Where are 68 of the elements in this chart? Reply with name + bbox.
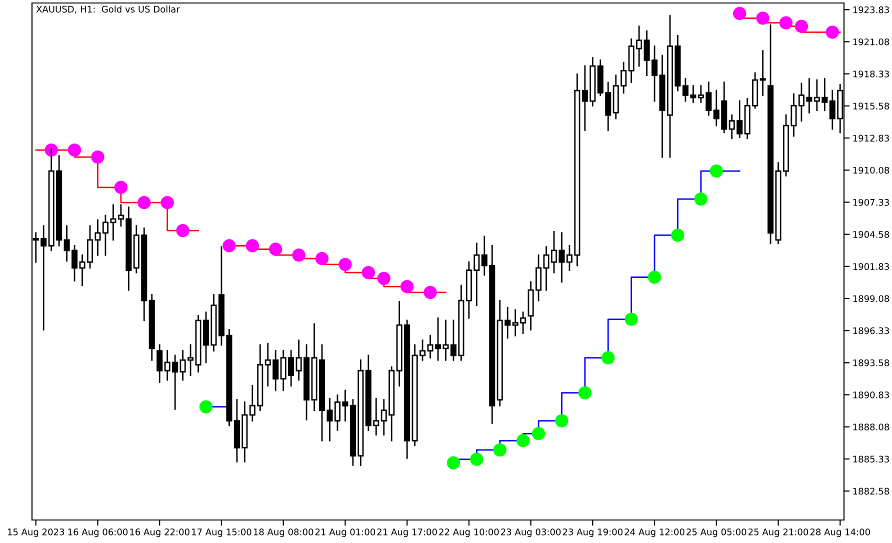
x-tick-label: 17 Aug 15:00 (192, 528, 252, 538)
point (602, 351, 615, 364)
point (292, 248, 306, 262)
point (493, 443, 506, 457)
point (694, 192, 708, 206)
y-tick-label: 1912.83 (853, 134, 889, 142)
y-tick-label: 1923.83 (853, 6, 889, 14)
y-tick-label: 1882.58 (853, 488, 890, 495)
x-tick-label: 16 Aug 06:00 (68, 528, 128, 538)
point (269, 242, 282, 256)
chart-title: XAUUSD, H1: Gold vs US Dollar (36, 6, 180, 14)
x-tick-label: 18 Aug 08:00 (254, 528, 314, 538)
candlestick (760, 50, 766, 96)
y-tick-label: 1921.08 (853, 38, 890, 46)
y-tick-label: 1899.08 (853, 295, 890, 302)
point (446, 456, 460, 470)
y-tick-label: 1893.58 (853, 359, 890, 366)
point (315, 252, 329, 266)
point (516, 434, 530, 448)
x-tick-label: 24 Aug 12:00 (624, 528, 684, 538)
point (338, 258, 352, 272)
point (176, 224, 190, 238)
x-tick-label: 21 Aug 01:00 (315, 528, 376, 538)
point (114, 180, 128, 194)
point (424, 286, 437, 300)
y-tick-label: 1907.33 (853, 198, 889, 206)
y-tick-label: 1890.83 (853, 392, 889, 398)
point (555, 414, 568, 428)
x-tick-label: 23 Aug 19:00 (562, 528, 623, 538)
y-tick-label: 1896.33 (853, 327, 889, 334)
point (624, 312, 638, 326)
point (756, 12, 770, 25)
x-tick-label: 21 Aug 17:00 (377, 528, 437, 538)
point (68, 143, 82, 157)
x-tick-label: 25 Aug 05:00 (686, 528, 746, 538)
point (578, 386, 592, 400)
point (794, 20, 808, 33)
point (91, 150, 104, 164)
point (532, 427, 546, 440)
point (400, 280, 414, 294)
point (138, 196, 151, 210)
point (160, 196, 174, 210)
y-tick-label: 1910.08 (853, 166, 890, 174)
point (779, 16, 793, 30)
x-tick-label: 22 Aug 10:00 (439, 528, 499, 538)
y-tick-label: 1904.58 (853, 231, 890, 238)
point (826, 26, 839, 39)
point (362, 266, 375, 280)
x-tick-label: 16 Aug 22:00 (130, 528, 190, 538)
point (733, 6, 746, 20)
candlestick (156, 344, 163, 383)
point (222, 239, 236, 252)
y-tick-label: 1901.83 (853, 263, 889, 270)
x-tick-label: 28 Aug 14:00 (810, 528, 870, 538)
point (671, 228, 684, 242)
point (470, 452, 484, 466)
x-tick-label: 23 Aug 03:00 (501, 528, 561, 538)
y-tick-label: 1888.08 (853, 424, 890, 430)
x-tick-label: 15 Aug 2023 (8, 528, 64, 538)
y-tick-label: 1918.33 (853, 70, 889, 78)
point (246, 239, 259, 252)
point (377, 272, 390, 286)
y-tick-label: 1885.33 (853, 456, 889, 463)
point (199, 400, 213, 414)
point (710, 164, 723, 178)
y-tick-label: 1915.58 (853, 102, 890, 110)
x-tick-label: 25 Aug 21:00 (748, 528, 808, 538)
point (648, 270, 662, 284)
